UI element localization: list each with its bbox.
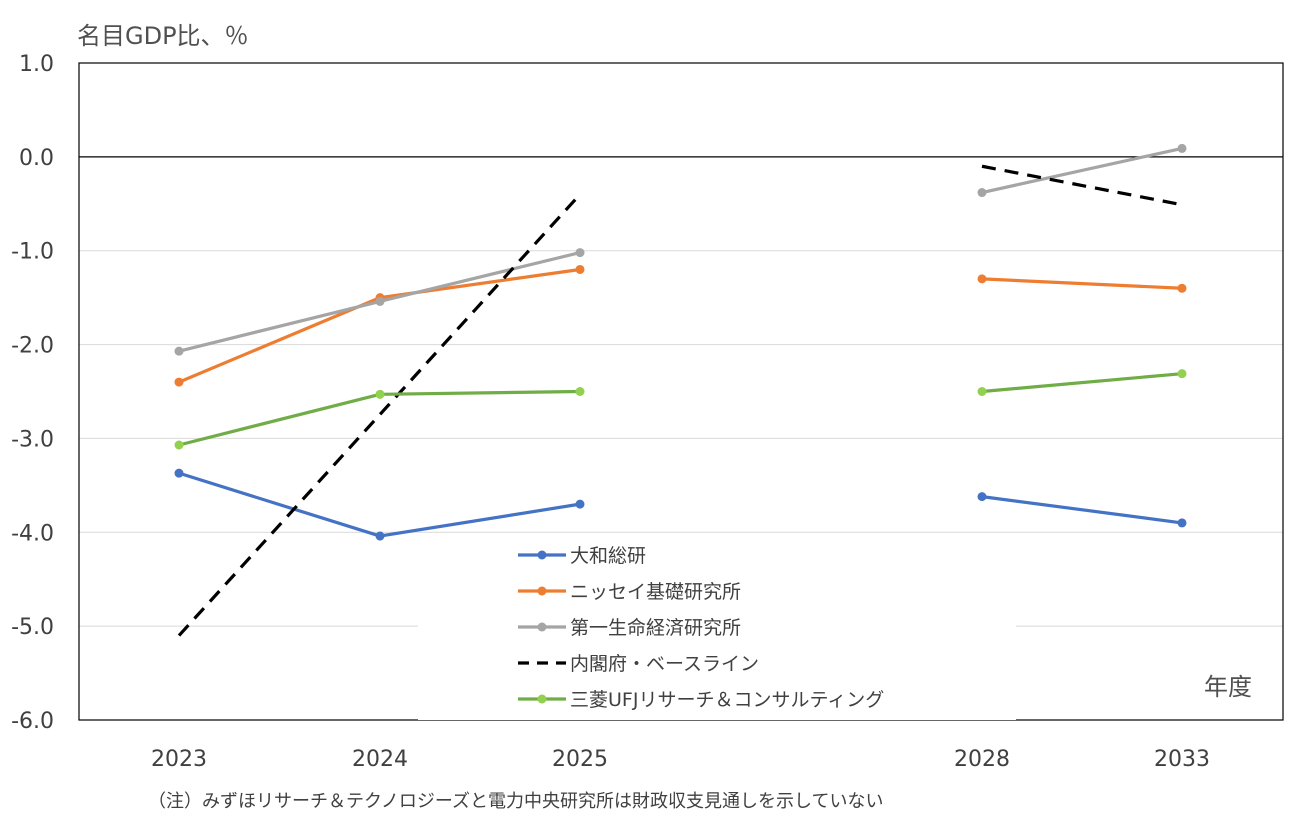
legend-label: ニッセイ基礎研究所 xyxy=(570,581,741,603)
series-line-0 xyxy=(178,471,581,538)
data-point xyxy=(575,248,585,258)
y-tick-labels: 1.0 0.0 -1.0 -2.0 -3.0 -4.0 -5.0 -6.0 xyxy=(11,52,54,734)
x-tick-label: 2023 xyxy=(151,747,207,772)
data-point xyxy=(1177,518,1187,528)
series-line-1 xyxy=(178,267,581,384)
y-tick-label: -3.0 xyxy=(11,427,54,452)
data-point xyxy=(977,274,987,284)
x-tick-label: 2028 xyxy=(954,747,1010,772)
data-point xyxy=(1177,369,1187,379)
series-line-1 xyxy=(981,277,1183,290)
series-line-3 xyxy=(177,193,582,637)
legend: 大和総研ニッセイ基礎研究所第一生命経済研究所内閣府・ベースライン三菱UFJリサー… xyxy=(518,545,884,711)
data-point xyxy=(375,531,385,541)
x-tick-label: 2033 xyxy=(1154,747,1210,772)
data-point xyxy=(174,468,184,478)
data-point xyxy=(977,492,987,502)
legend-marker xyxy=(537,622,547,632)
legend-label: 大和総研 xyxy=(570,545,646,567)
y-tick-label: 0.0 xyxy=(19,146,54,171)
series-line-0 xyxy=(981,495,1183,525)
data-point xyxy=(977,188,987,198)
series-line-4 xyxy=(981,372,1183,394)
legend-marker xyxy=(537,694,547,704)
data-point xyxy=(977,387,987,396)
series-line-3 xyxy=(981,164,1183,207)
data-point xyxy=(174,346,184,356)
legend-box xyxy=(418,535,1016,720)
series-layer xyxy=(174,143,1187,637)
series-line-2 xyxy=(981,146,1183,195)
data-point xyxy=(575,264,585,274)
legend-label: 内閣府・ベースライン xyxy=(570,653,759,675)
y-tick-label: -1.0 xyxy=(11,240,54,265)
series-line-4 xyxy=(178,389,581,447)
legend-marker xyxy=(537,550,547,560)
legend-label: 第一生命経済研究所 xyxy=(570,617,741,639)
y-tick-label: -6.0 xyxy=(11,709,54,734)
footnote: （注）みずほリサーチ＆テクノロジーズと電力中央研究所は財政収支見通しを示していな… xyxy=(148,791,883,812)
legend-marker xyxy=(537,586,547,596)
x-tick-label: 2024 xyxy=(352,747,408,772)
data-point xyxy=(1177,283,1187,293)
y-tick-label: -4.0 xyxy=(11,521,54,546)
legend-label: 三菱UFJリサーチ＆コンサルティング xyxy=(570,689,884,711)
data-point xyxy=(375,389,385,399)
data-point xyxy=(174,377,184,387)
x-tick-labels: 2023 2024 2025 2028 2033 xyxy=(151,747,1210,772)
x-axis-label: 年度 xyxy=(1204,673,1252,701)
x-tick-label: 2025 xyxy=(552,747,608,772)
data-point xyxy=(375,296,385,306)
data-point xyxy=(174,440,184,450)
data-point xyxy=(575,387,585,396)
y-tick-label: 1.0 xyxy=(19,52,54,77)
y-tick-label: -5.0 xyxy=(11,615,54,640)
data-point xyxy=(575,499,585,509)
y-tick-label: -2.0 xyxy=(11,334,54,359)
data-point xyxy=(1177,143,1187,153)
y-axis-label: 名目GDP比、％ xyxy=(77,22,249,50)
